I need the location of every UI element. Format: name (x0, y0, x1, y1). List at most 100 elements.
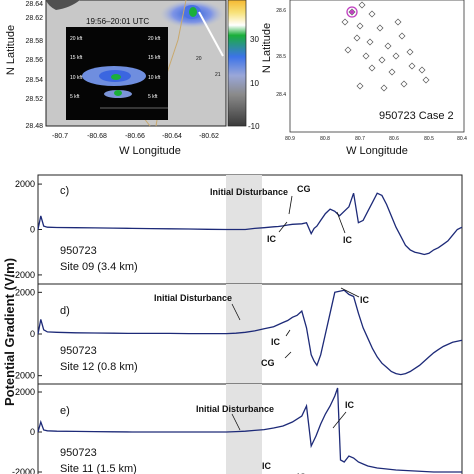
panel-e-annotation-initial: Initial Disturbance (196, 404, 274, 414)
panel-d-annotation-ic: IC (360, 295, 370, 305)
y-tick-label: -2000 (12, 371, 35, 381)
y-tick-label: -2000 (12, 467, 35, 474)
scatter-point (344, 46, 352, 54)
panel-d-annotation-ic: IC (271, 337, 281, 347)
inset-alt-tick: 10 kft (148, 75, 161, 81)
radar-panel: 19:56–20:01 UTC 20 kft 15 kft 10 kft 5 k… (5, 0, 260, 157)
scatter-point (366, 38, 374, 46)
radar-y-tick: 28.64 (25, 1, 43, 8)
scatter-panel: 28.6 28.5 28.4 80.9 80.8 80.7 80.6 80.5 … (261, 0, 467, 157)
panel-e-trace (37, 387, 462, 473)
colorbar-tick: 10 (250, 79, 259, 88)
panel-e-annotation-ic: IC (297, 472, 307, 474)
panel-e: 2000 0 -2000 e) 950723 Site 11 (1.5 km) In… (12, 383, 463, 474)
scatter-point (418, 66, 426, 74)
colorbar-tick: 30 (250, 35, 259, 44)
scatter-point (388, 68, 396, 76)
panel-e-letter: e) (60, 405, 70, 417)
radar-x-tick: -80.7 (52, 133, 68, 140)
scatter-point (376, 24, 384, 32)
radar-x-tick: -80.68 (87, 133, 107, 140)
scatter-point (353, 34, 361, 42)
y-tick-label: 0 (30, 329, 35, 339)
y-tick-label: 0 (30, 427, 35, 437)
scatter-point (400, 80, 408, 88)
panel-d-trace (37, 289, 463, 376)
shared-y-axis-label: Potential Gradient (V/m) (2, 258, 17, 406)
panel-e-date: 950723 (60, 447, 97, 459)
panel-c-date: 950723 (60, 245, 97, 257)
scatter-x-tick: 80.5 (424, 136, 434, 142)
scatter-point (398, 32, 406, 40)
radar-dark-cell (46, 0, 80, 10)
panel-c-annotation-cg: CG (297, 184, 311, 194)
scatter-point (368, 64, 376, 72)
scatter-case-label: 950723 Case 2 (379, 110, 454, 122)
y-tick-label: -2000 (12, 270, 35, 280)
scatter-y-tick: 28.5 (276, 54, 286, 60)
panel-e-annotation-ic: IC (262, 461, 272, 471)
radar-y-tick: 28.52 (25, 96, 43, 103)
panel-c-trace (37, 192, 463, 256)
radar-range-mark: 21 (215, 72, 221, 78)
inset-alt-tick: 15 kft (70, 55, 83, 61)
radar-range-mark: 20 (196, 56, 202, 62)
inset-alt-tick: 15 kft (148, 55, 161, 61)
scatter-x-tick: 80.8 (320, 136, 330, 142)
scatter-y-tick: 28.6 (276, 8, 286, 14)
panel-e-annotation-ic: IC (345, 400, 355, 410)
scatter-point (356, 22, 364, 30)
panel-d-date: 950723 (60, 345, 97, 357)
scatter-x-axis-label: W Longitude (346, 145, 408, 157)
panel-c-y-ticks: 2000 0 -2000 (12, 179, 42, 280)
panel-e-shading (226, 384, 262, 474)
panel-d-y-ticks: 2000 0 -2000 (12, 287, 42, 381)
scatter-point (384, 42, 392, 50)
panel-d: 2000 0 -2000 d) 950723 Site 12 (0.8 km) In… (12, 283, 463, 385)
inset-alt-tick: 5 kft (148, 94, 158, 100)
radar-colorbar (227, 0, 247, 127)
scatter-point (341, 18, 349, 26)
scatter-point (392, 52, 400, 60)
panel-d-annotation-initial: Initial Disturbance (154, 293, 232, 303)
scatter-point (380, 84, 388, 92)
scatter-x-tick: 80.4 (457, 136, 467, 142)
panel-c-annotation-initial: Initial Disturbance (210, 187, 288, 197)
scatter-point (408, 62, 416, 70)
panel-d-annotation-cg: CG (261, 358, 275, 368)
scatter-point (356, 82, 364, 90)
radar-x-tick: -80.66 (125, 133, 145, 140)
radar-x-tick: -80.62 (199, 133, 219, 140)
panel-d-site: Site 12 (0.8 km) (60, 361, 138, 373)
scatter-plot-area (289, 0, 465, 133)
panel-d-letter: d) (60, 305, 70, 317)
scatter-x-tick: 80.7 (355, 136, 365, 142)
scatter-x-tick: 80.9 (285, 136, 295, 142)
panel-c: 2000 0 -2000 c) 950723 Site 09 (3.4 km) In… (12, 174, 463, 285)
panel-c-annotation-ic: IC (267, 234, 277, 244)
radar-y-axis-label: N Latitude (5, 25, 17, 75)
inset-alt-tick: 5 kft (70, 94, 80, 100)
panel-c-site: Site 09 (3.4 km) (60, 261, 138, 273)
radar-y-tick: 28.48 (25, 123, 43, 130)
radar-inset: 19:56–20:01 UTC 20 kft 15 kft 10 kft 5 k… (66, 17, 168, 120)
scatter-x-tick: 80.6 (389, 136, 399, 142)
panel-c-letter: c) (60, 185, 69, 197)
y-tick-label: 2000 (15, 387, 35, 397)
radar-y-tick: 28.54 (25, 77, 43, 84)
scatter-y-tick: 28.4 (276, 92, 286, 98)
colorbar-tick: -10 (248, 122, 260, 131)
radar-time-label: 19:56–20:01 UTC (86, 17, 149, 26)
radar-y-tick: 28.56 (25, 57, 43, 64)
y-tick-label: 0 (30, 225, 35, 235)
scatter-points (341, 1, 430, 92)
y-tick-label: 2000 (15, 287, 35, 297)
panel-c-annotation-ic: IC (343, 235, 353, 245)
radar-y-tick: 28.62 (25, 15, 43, 22)
scatter-highlight-point (346, 6, 358, 18)
scatter-point (348, 8, 356, 16)
scatter-y-axis-label: N Latitude (261, 23, 273, 73)
scatter-point (394, 18, 402, 26)
inset-alt-tick: 20 kft (148, 36, 161, 42)
